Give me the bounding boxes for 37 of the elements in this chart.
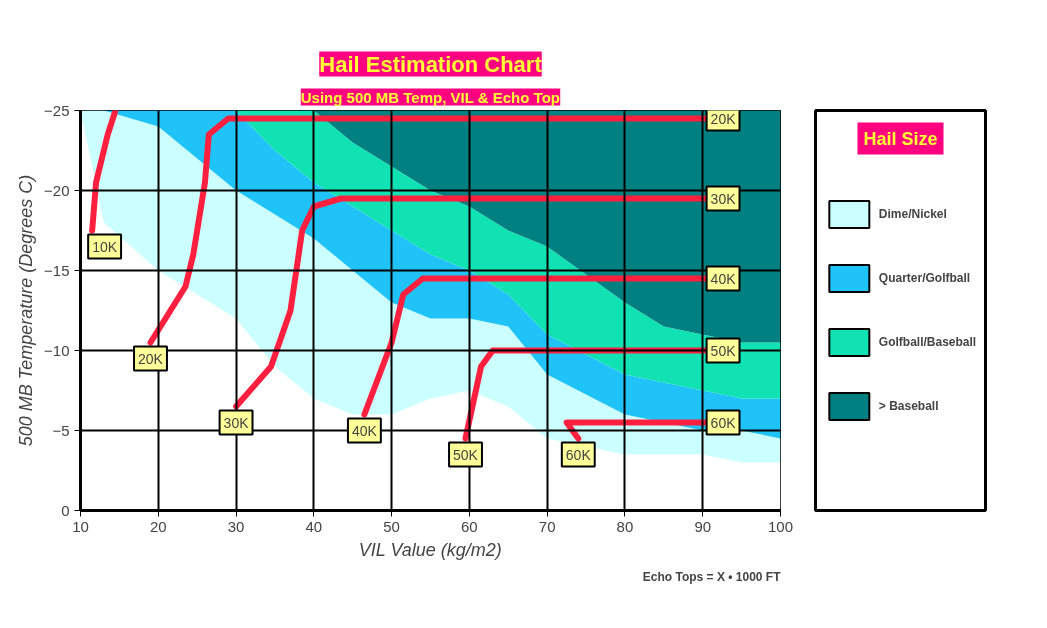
legend-title: Hail Size bbox=[863, 128, 938, 149]
y-tick-label: −5 bbox=[52, 421, 70, 439]
series-label: 10K bbox=[92, 238, 118, 255]
text: 30K bbox=[223, 414, 249, 431]
x-tick-label: 60 bbox=[461, 517, 478, 535]
legend-label: Quarter/Golfball bbox=[878, 271, 971, 285]
y-tick-label: −25 bbox=[44, 101, 70, 119]
y-tick-label: −20 bbox=[44, 181, 70, 199]
y-tick-label: 0 bbox=[61, 501, 70, 519]
x-axis-title: VIL Value (kg/m2) bbox=[358, 539, 502, 560]
series-label: 20K bbox=[710, 110, 737, 127]
legend-label: Dime/Nickel bbox=[878, 207, 947, 221]
text: 50K bbox=[453, 446, 478, 463]
y-tick-label: −10 bbox=[44, 341, 70, 359]
x-tick-label: 20 bbox=[149, 517, 167, 535]
x-tick-label: 80 bbox=[616, 517, 634, 535]
series-label: 50K bbox=[710, 342, 737, 359]
chart-subtitle: Using 500 MB Temp, VIL & Echo Top bbox=[300, 88, 560, 106]
x-tick-label: 30 bbox=[227, 517, 245, 535]
x-tick-label: 10 bbox=[72, 517, 89, 535]
x-tick-label: 50 bbox=[383, 517, 400, 535]
series-label: 60K bbox=[710, 414, 737, 431]
chart-title: Hail Estimation Chart bbox=[319, 51, 543, 77]
text: Echo Tops = X • 1000 FT bbox=[642, 569, 782, 584]
y-axis-title: 500 MB Temperature (Degrees C) bbox=[16, 174, 37, 447]
text: 40K bbox=[351, 422, 377, 439]
text: 20K bbox=[138, 350, 163, 367]
text: 60K bbox=[565, 446, 591, 463]
x-tick-label: 40 bbox=[305, 517, 323, 535]
series-label: 40K bbox=[710, 270, 737, 287]
x-tick-label: 100 bbox=[767, 517, 794, 535]
x-tick-label: 70 bbox=[538, 517, 556, 535]
legend-label: Golfball/Baseball bbox=[878, 335, 977, 349]
x-tick-label: 90 bbox=[694, 517, 712, 535]
legend-label: > Baseball bbox=[878, 399, 939, 413]
series-label: 30K bbox=[710, 190, 737, 207]
y-tick-label: −15 bbox=[44, 261, 70, 279]
